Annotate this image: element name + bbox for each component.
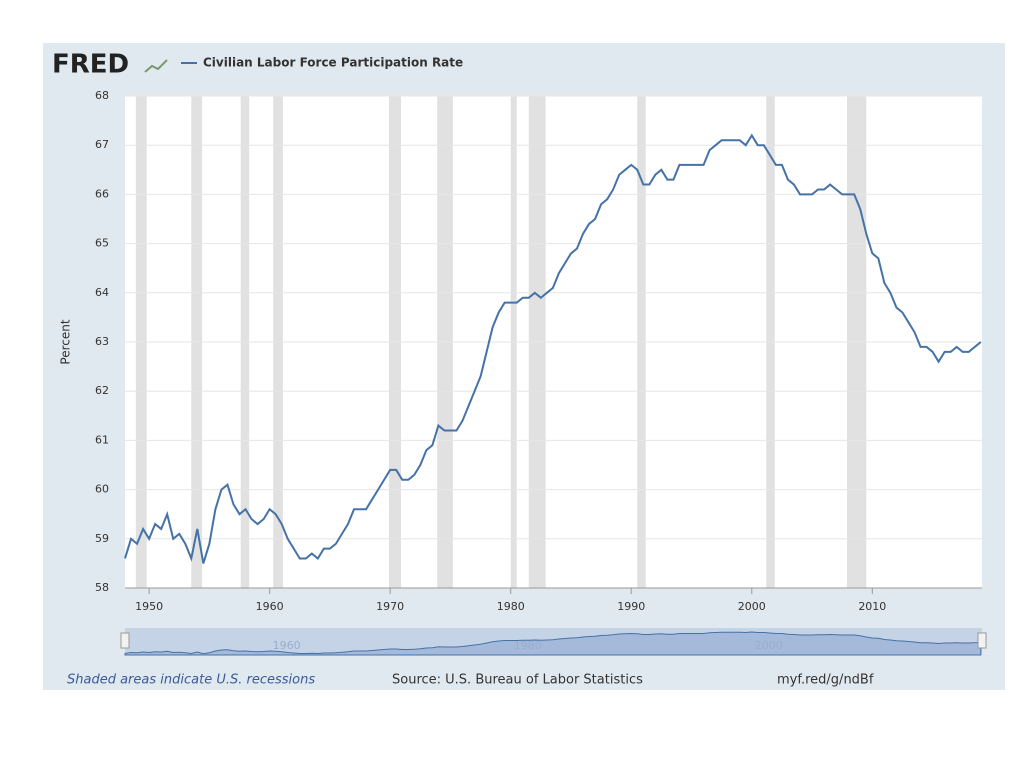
series-line bbox=[124, 133, 982, 564]
y-tick-label: 67 bbox=[95, 138, 109, 151]
y-tick-label: 60 bbox=[95, 483, 109, 496]
navigator-tick-label: 1960 bbox=[273, 639, 301, 652]
x-tick-label: 1990 bbox=[617, 600, 645, 613]
y-tick-label: 64 bbox=[95, 286, 109, 299]
x-tick-label: 2010 bbox=[858, 600, 886, 613]
y-tick-label: 68 bbox=[95, 89, 109, 102]
y-tick-label: 66 bbox=[95, 187, 109, 200]
link[interactable]: myf.red/g/ndBf bbox=[777, 673, 874, 688]
logo: FRED bbox=[52, 50, 129, 80]
navigator-handle[interactable] bbox=[977, 632, 987, 649]
legend-label: Civilian Labor Force Participation Rate bbox=[203, 56, 463, 70]
x-tick-label: 1950 bbox=[135, 600, 163, 613]
y-tick-label: 62 bbox=[95, 384, 109, 397]
logo-icon bbox=[144, 59, 168, 73]
navigator-tick-label: 2000 bbox=[755, 639, 783, 652]
navigator-area bbox=[124, 631, 982, 656]
x-tick-label: 1960 bbox=[256, 600, 284, 613]
y-tick-label: 58 bbox=[95, 581, 109, 594]
y-tick-label: 59 bbox=[95, 532, 109, 545]
navigator-tick-label: 1980 bbox=[514, 639, 542, 652]
y-axis-label: Percent bbox=[59, 319, 73, 364]
y-tick-label: 61 bbox=[95, 433, 109, 446]
y-tick-label: 63 bbox=[95, 335, 109, 348]
x-tick-label: 2000 bbox=[738, 600, 766, 613]
x-tick-label: 1980 bbox=[497, 600, 525, 613]
recession-note: Shaded areas indicate U.S. recessions bbox=[67, 673, 315, 688]
source: Source: U.S. Bureau of Labor Statistics bbox=[392, 673, 643, 688]
x-tick-label: 1970 bbox=[376, 600, 404, 613]
y-tick-label: 65 bbox=[95, 237, 109, 250]
navigator-handle[interactable] bbox=[120, 632, 130, 649]
